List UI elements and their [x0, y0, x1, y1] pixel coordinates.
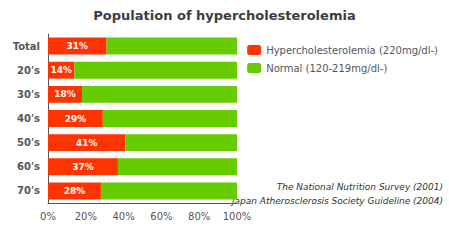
svg-text:60%: 60%	[150, 211, 172, 222]
svg-text:37%: 37%	[72, 162, 94, 172]
svg-text:28%: 28%	[64, 186, 86, 196]
svg-text:0%: 0%	[40, 211, 56, 222]
svg-text:14%: 14%	[50, 65, 72, 75]
svg-text:40's: 40's	[17, 113, 40, 124]
svg-text:80%: 80%	[188, 211, 210, 222]
svg-text:70's: 70's	[17, 185, 40, 196]
svg-text:50's: 50's	[17, 137, 40, 148]
svg-text:18%: 18%	[54, 89, 76, 99]
svg-text:Normal (120-219mg/dl-): Normal (120-219mg/dl-)	[266, 63, 387, 74]
svg-text:Population of hypercholesterol: Population of hypercholesterolemia	[93, 8, 355, 23]
svg-text:31%: 31%	[67, 41, 89, 51]
svg-text:Total: Total	[13, 41, 40, 52]
svg-text:Hypercholesterolemia (220mg/dl: Hypercholesterolemia (220mg/dl-)	[266, 45, 438, 56]
svg-text:100%: 100%	[223, 211, 252, 222]
svg-text:29%: 29%	[65, 114, 87, 124]
svg-text:Japan Atherosclerosis Society: Japan Atherosclerosis Society Guideline …	[230, 196, 443, 206]
svg-text:20%: 20%	[75, 211, 97, 222]
svg-text:20's: 20's	[17, 65, 40, 76]
svg-text:The National Nutrition Survey: The National Nutrition Survey (2001)	[277, 182, 443, 192]
svg-text:30's: 30's	[17, 89, 40, 100]
svg-text:40%: 40%	[112, 211, 134, 222]
svg-text:60's: 60's	[17, 161, 40, 172]
svg-text:41%: 41%	[76, 138, 98, 148]
